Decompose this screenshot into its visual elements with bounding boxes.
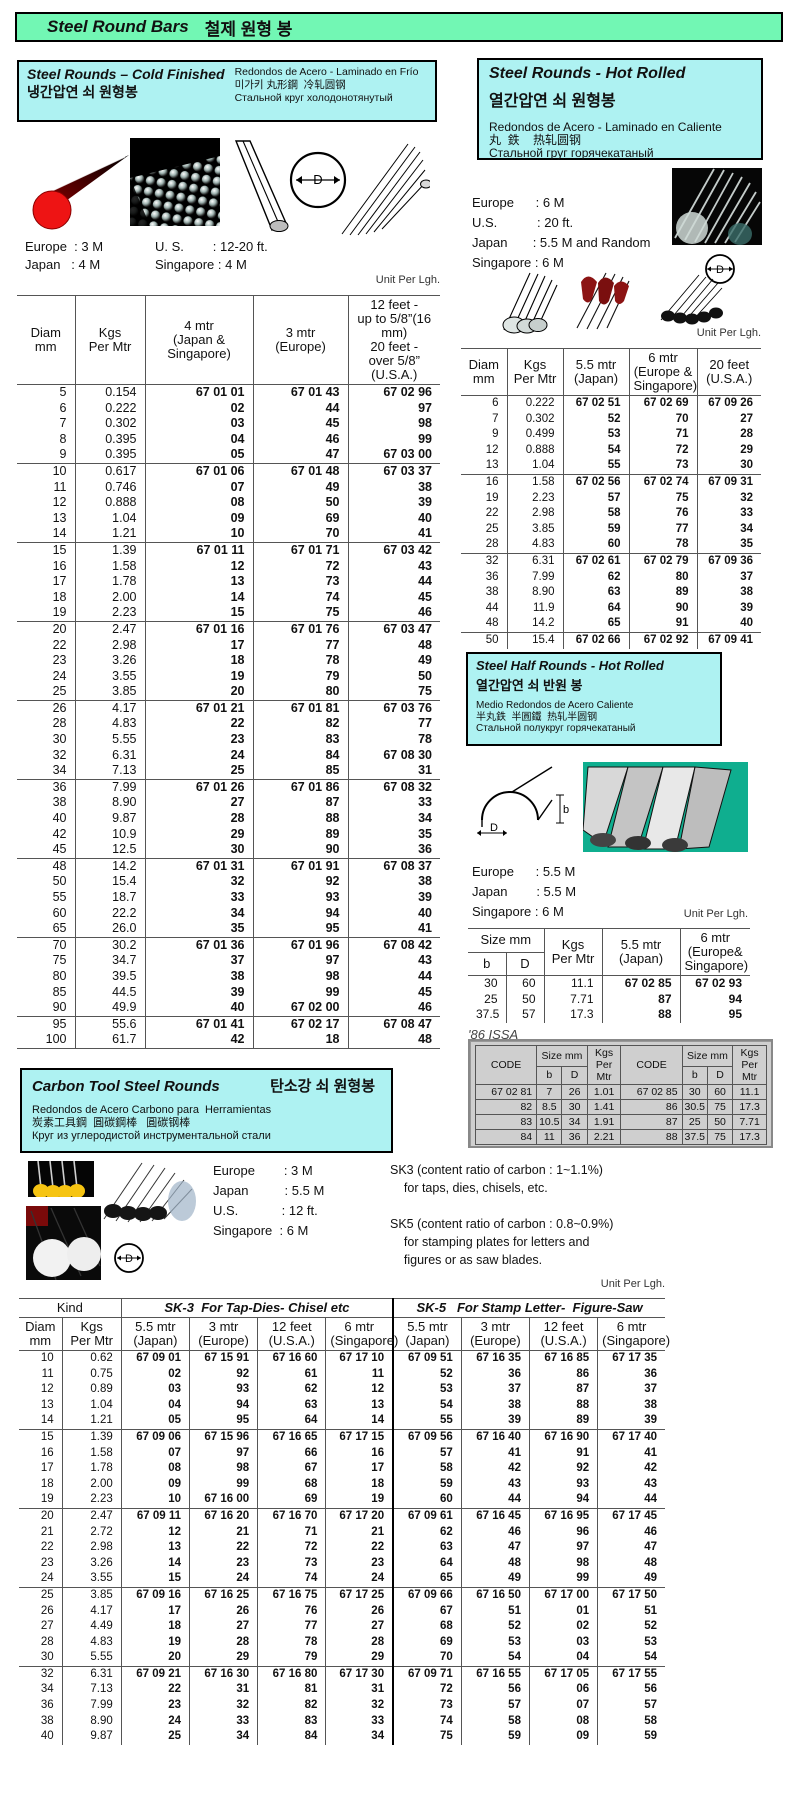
svg-text:D: D bbox=[125, 1253, 133, 1265]
svg-text:D: D bbox=[490, 822, 498, 834]
svg-text:b: b bbox=[563, 804, 569, 816]
svg-text:D: D bbox=[313, 172, 322, 187]
svg-text:D: D bbox=[716, 264, 724, 276]
